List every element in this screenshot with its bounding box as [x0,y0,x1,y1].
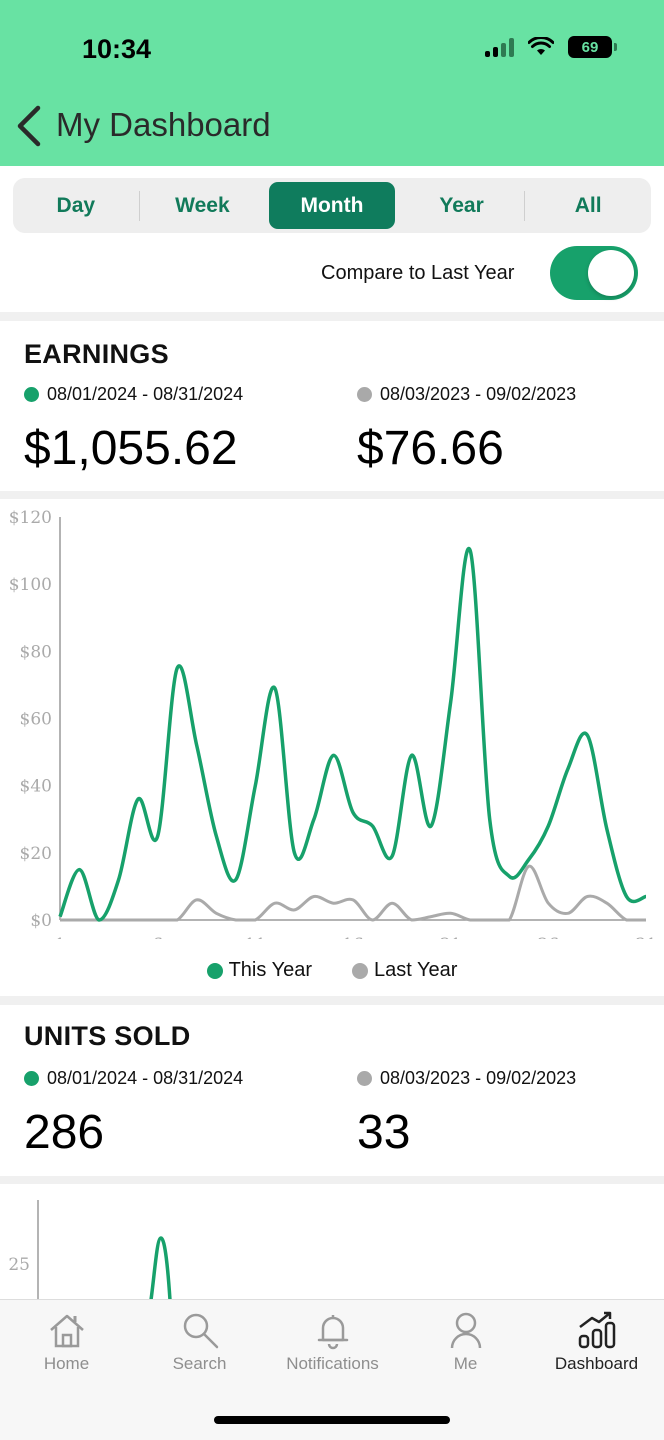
tab-all[interactable]: All [574,193,602,217]
y-tick-label: $80 [20,642,52,662]
legend-this-year: This Year [206,959,312,982]
series-line-last-year [59,864,646,922]
tab-label: Search [172,1354,227,1373]
y-tick-label: $40 [20,777,52,797]
legend-last-year: Last Year [351,959,458,982]
bar-chart-icon [578,1311,615,1349]
range-text: 08/01/2024 - 08/31/2024 [47,1068,244,1088]
back-chevron-icon[interactable] [14,104,44,148]
x-tick-label: 1 [55,935,66,939]
earnings-current-value: $1,055.62 [24,422,238,475]
period-panel: Day Week Month Year All Compare to Last … [0,166,664,312]
page-title: My Dashboard [56,106,271,143]
status-icons: 69 [485,36,617,58]
bell-icon [317,1315,348,1350]
earnings-card: EARNINGS 08/01/2024 - 08/31/2024 08/03/2… [0,321,664,491]
y-tick-label: $100 [9,575,52,595]
tab-label: Me [453,1354,478,1373]
tab-me[interactable]: Me [399,1310,532,1374]
person-icon [450,1312,481,1349]
home-icon [49,1314,84,1348]
gray-dot-icon [351,962,368,979]
earnings-previous-range: 08/03/2023 - 09/02/2023 [357,384,576,405]
tab-notifications[interactable]: Notifications [266,1310,399,1374]
tab-label: Home [43,1354,90,1373]
legend-label: Last Year [373,959,458,981]
units-previous-value: 33 [357,1106,411,1159]
x-tick-label: 31 [635,935,657,939]
compare-label: Compare to Last Year [321,262,515,284]
units-chart: 25 [8,1200,172,1301]
gray-dot-icon [357,387,372,402]
divider [524,190,526,221]
toggle-knob [588,250,634,296]
tab-label: Notifications [286,1354,379,1373]
gray-dot-icon [357,1071,372,1086]
units-sold-title: UNITS SOLD [24,1021,191,1051]
signal-icon [485,37,514,57]
range-text: 08/01/2024 - 08/31/2024 [47,384,244,404]
period-segmented-control: Day Week Month Year All [13,178,651,233]
divider [138,190,140,221]
tab-year[interactable]: Year [439,193,484,217]
units-series-line [149,1236,172,1301]
earnings-chart: $0$20$40$60$80$100$120161116212631 [9,508,657,939]
x-tick-label: 21 [440,935,462,939]
tab-home[interactable]: Home [0,1310,133,1374]
wifi-icon [528,37,554,55]
earnings-current-range: 08/01/2024 - 08/31/2024 [24,384,243,405]
units-chart-panel: 25 [0,1184,664,1304]
home-indicator [214,1416,450,1424]
chart-legend: This Year Last Year [0,959,664,982]
earnings-title: EARNINGS [24,339,169,369]
tab-day[interactable]: Day [56,193,96,217]
green-dot-icon [24,387,39,402]
search-icon [183,1313,218,1349]
y-tick-label: $0 [30,911,52,931]
units-current-range: 08/01/2024 - 08/31/2024 [24,1068,243,1089]
earnings-chart-panel: $0$20$40$60$80$100$120161116212631 [0,499,664,996]
tab-dashboard[interactable]: Dashboard [530,1310,663,1374]
compare-toggle[interactable] [550,246,638,300]
x-tick-label: 26 [538,935,560,939]
earnings-previous-value: $76.66 [357,422,504,475]
status-time: 10:34 [82,34,152,64]
units-y-tick: 25 [8,1255,30,1275]
x-tick-label: 11 [245,935,267,939]
y-tick-label: $20 [20,844,52,864]
range-text: 08/03/2023 - 09/02/2023 [380,384,577,404]
y-tick-label: $60 [20,710,52,730]
green-dot-icon [206,962,223,979]
green-dot-icon [24,1071,39,1086]
series-line-this-year [58,546,647,922]
range-text: 08/03/2023 - 09/02/2023 [380,1068,577,1088]
x-tick-label: 16 [342,935,364,939]
tab-month[interactable]: Month [269,182,395,229]
tab-search[interactable]: Search [133,1310,266,1374]
app-header: 10:34 69 My Dashboard [0,0,664,166]
x-tick-label: 6 [152,935,163,939]
legend-label: This Year [228,959,312,981]
battery-icon: 69 [568,36,617,58]
tab-week[interactable]: Week [175,193,230,217]
units-current-value: 286 [24,1106,105,1159]
tab-label: Dashboard [554,1354,639,1373]
y-tick-label: $120 [9,508,52,528]
units-sold-card: UNITS SOLD 08/01/2024 - 08/31/2024 08/03… [0,1005,664,1176]
units-previous-range: 08/03/2023 - 09/02/2023 [357,1068,576,1089]
